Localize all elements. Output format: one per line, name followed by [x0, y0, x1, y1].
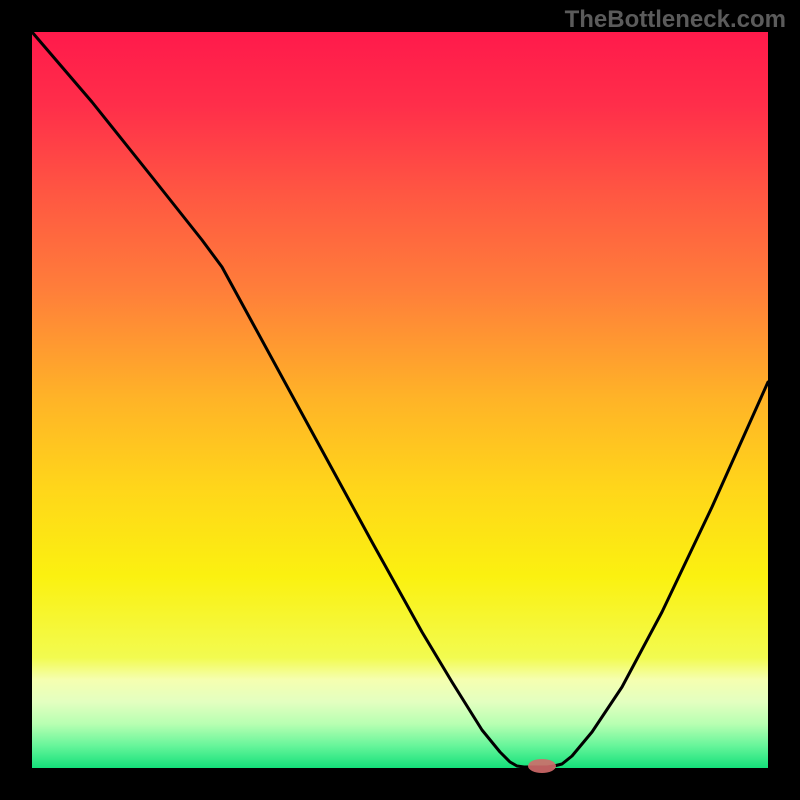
bottleneck-chart	[0, 0, 800, 800]
optimal-marker	[528, 759, 556, 773]
gradient-background	[32, 32, 768, 768]
watermark-text: TheBottleneck.com	[565, 6, 786, 34]
chart-container: TheBottleneck.com	[0, 0, 800, 800]
